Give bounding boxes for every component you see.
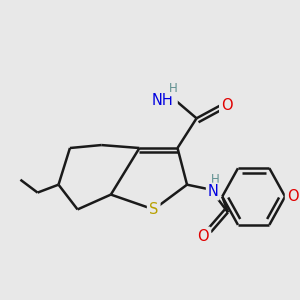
- Text: H: H: [169, 82, 178, 95]
- Text: NH: NH: [152, 93, 174, 108]
- Text: O: O: [221, 98, 233, 113]
- Text: O: O: [197, 229, 209, 244]
- Text: NH: NH: [154, 94, 176, 109]
- Text: H: H: [167, 84, 176, 97]
- Text: S: S: [149, 202, 158, 217]
- Text: O: O: [287, 189, 298, 204]
- Text: H: H: [211, 173, 220, 186]
- Text: N: N: [207, 184, 218, 199]
